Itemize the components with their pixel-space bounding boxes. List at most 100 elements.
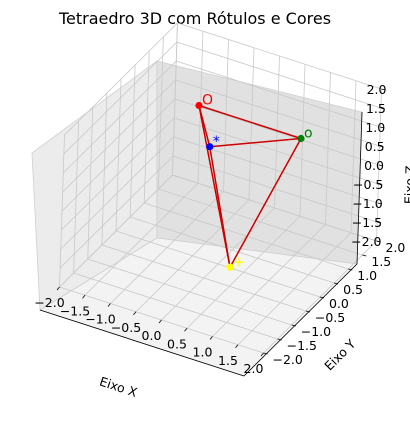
tick-marks: [56, 88, 386, 357]
gridline-z-left: [62, 79, 176, 193]
gridline-y-left: [129, 64, 136, 218]
y-tick-label: −2.0: [273, 352, 303, 367]
y-tick-label: −1.0: [301, 324, 331, 339]
gridline-y-floor: [115, 230, 321, 298]
x-tick-label: 1.0: [193, 345, 213, 360]
z-tick: [378, 164, 384, 167]
x-tick-label: 0.0: [142, 328, 162, 343]
z-tick: [378, 183, 383, 186]
gridline-x-floor: [212, 224, 326, 337]
tick-labels: −2.0−2.0−2.0−1.5−1.5−1.5−1.0−1.0−1.0−0.5…: [34, 82, 405, 376]
gridline-y-floor: [158, 188, 363, 256]
x-tick: [107, 303, 111, 307]
x-tick: [158, 319, 162, 324]
y-tick: [263, 352, 268, 355]
gridline-z-left: [61, 98, 176, 212]
y-tick-label: −1.5: [287, 338, 317, 353]
z-tick: [377, 221, 382, 224]
gridline-y-floor: [172, 174, 377, 242]
gridline-x-floor: [237, 232, 352, 346]
z-tick-label: −2.0: [351, 234, 381, 249]
tetrahedron-points: Oo * +: [195, 93, 313, 271]
x-axis-label: Eixo X: [98, 374, 140, 400]
gridline-y-floor: [144, 202, 349, 270]
x-tick: [209, 336, 213, 340]
x-tick: [56, 286, 60, 291]
z-tick-label: 2.0: [367, 82, 387, 97]
gridline-z-left: [63, 41, 178, 155]
gridline-y-floor: [130, 216, 335, 284]
gridline-z-back: [176, 41, 381, 109]
tetrahedron-edge: [229, 138, 302, 268]
y-tick: [319, 296, 325, 299]
gridline-z-back: [177, 22, 382, 90]
data-point: [297, 134, 305, 143]
x-tick: [184, 327, 188, 332]
z-tick-label: 1.5: [366, 101, 386, 116]
x-tick-label: 2.0: [244, 361, 264, 376]
x-tick-label: −2.0: [34, 295, 64, 310]
y-axis-label: Eixo Y: [321, 336, 358, 373]
z-tick-label: 1.0: [365, 120, 385, 135]
gridline-x-floor: [186, 215, 301, 329]
y-tick-label: 1.5: [371, 254, 391, 269]
data-point: [195, 101, 203, 110]
z-axis-line: [356, 111, 363, 265]
x-axis-line: [39, 309, 245, 377]
data-point: [206, 143, 214, 151]
y-tick: [305, 310, 310, 313]
x-tick: [133, 311, 137, 316]
y-tick-label: 1.0: [357, 268, 377, 283]
x-tick-label: −1.5: [60, 303, 90, 318]
x-tick: [82, 294, 86, 299]
y-tick: [334, 282, 339, 285]
gridline-y-left: [157, 36, 164, 190]
point-label: o: [304, 126, 313, 142]
y-tick: [291, 324, 296, 327]
y-tick-label: −0.5: [315, 310, 345, 325]
tetrahedron-edge: [209, 146, 231, 268]
chart-title: Tetraedro 3D com Rótulos e Cores: [58, 9, 332, 28]
y-tick-label: 0.5: [343, 282, 363, 297]
y-tick: [376, 240, 381, 243]
y-tick: [348, 268, 353, 271]
gridline-z-back: [176, 60, 381, 128]
gridline-z-left: [64, 22, 178, 136]
z-tick: [379, 145, 384, 148]
z-tick: [377, 202, 382, 205]
z-tick: [381, 88, 386, 91]
y-tick: [362, 254, 367, 257]
gridline-z-left: [62, 60, 177, 174]
z-axis-label: Eixo Z: [401, 165, 410, 204]
y-axis-line: [243, 263, 358, 377]
x-tick: [235, 344, 239, 349]
z-tick-label: −0.5: [353, 177, 383, 192]
point-label: *: [213, 134, 220, 150]
gridline-y-left: [172, 22, 178, 176]
z-tick-label: 0.0: [364, 158, 384, 173]
x-tick-label: 1.5: [218, 353, 238, 368]
gridline-z-back: [175, 79, 380, 147]
data-point: [226, 263, 234, 271]
z-tick: [380, 126, 385, 129]
z-tick: [380, 107, 385, 110]
y-tick-label: 0.0: [329, 296, 349, 311]
x-tick-label: −1.0: [85, 312, 115, 327]
tetrahedron-edge: [198, 104, 302, 140]
y-tick-label: 2.0: [386, 240, 406, 255]
x-tick-label: −0.5: [111, 320, 141, 335]
z-tick-label: −1.0: [352, 196, 382, 211]
pane-back: [156, 60, 363, 265]
point-label: O: [202, 93, 213, 109]
tetrahedron-edge: [209, 137, 302, 148]
point-label: +: [233, 254, 245, 270]
z-tick-label: −1.5: [352, 215, 382, 230]
x-tick-label: 0.5: [167, 336, 187, 351]
gridline-y-left: [143, 50, 150, 204]
gridline-z-back: [174, 98, 380, 166]
x-tick: [260, 352, 264, 357]
gridline-x-back: [325, 72, 331, 225]
z-tick-label: 0.5: [365, 139, 385, 154]
gridline-x-back: [350, 80, 357, 233]
